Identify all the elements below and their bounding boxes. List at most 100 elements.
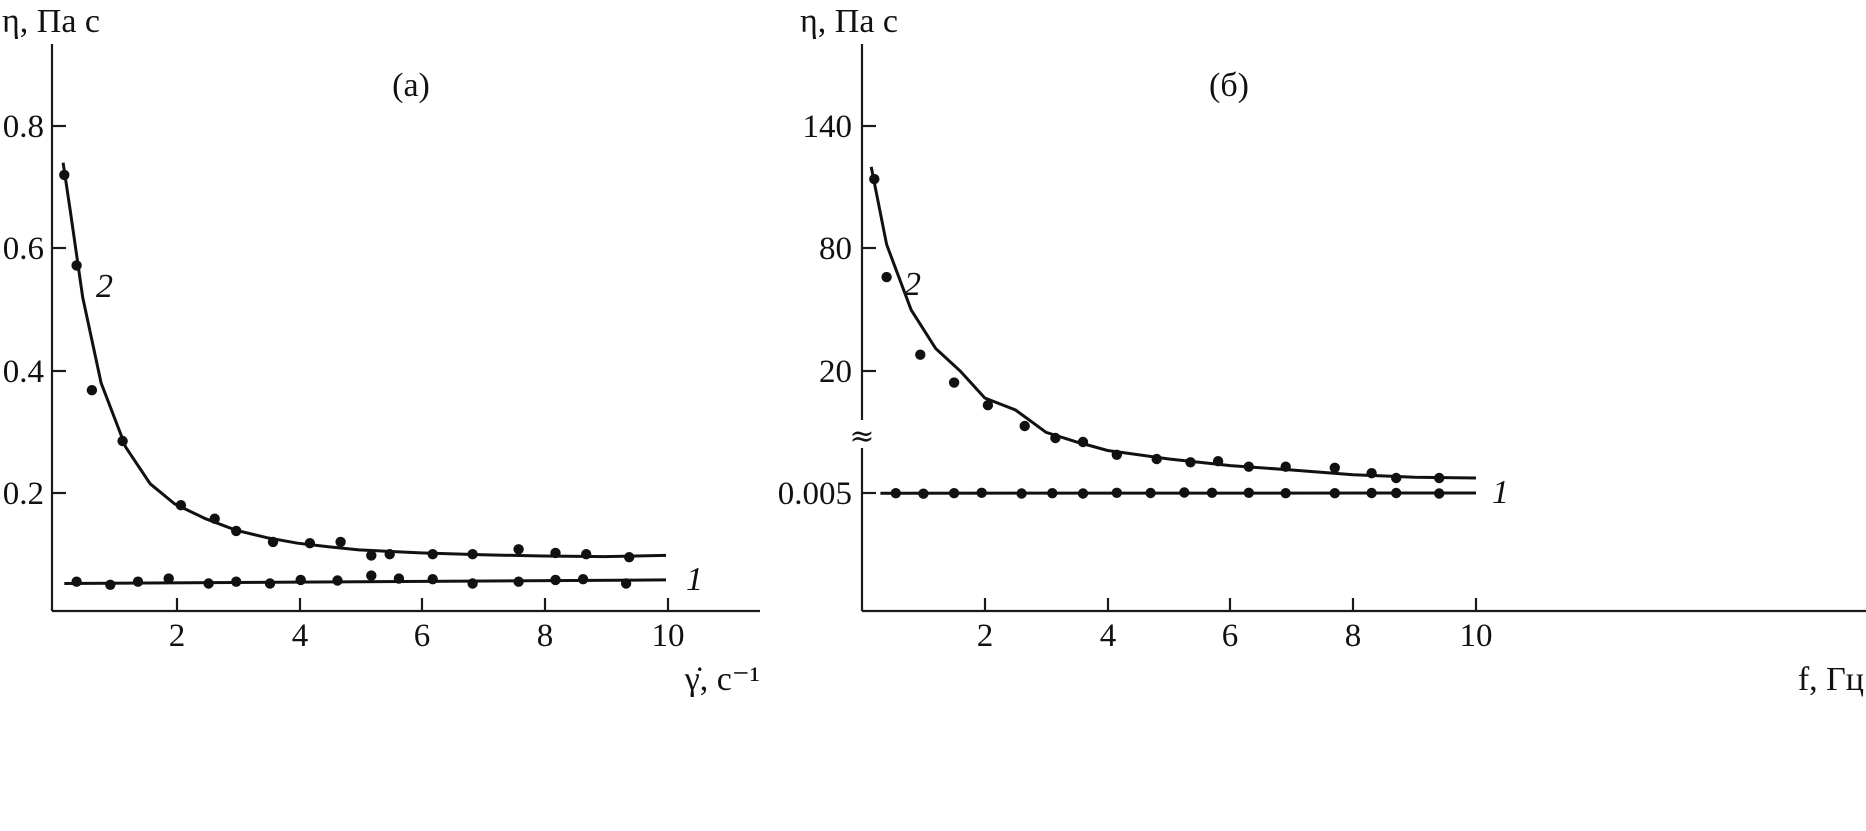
- panel-a-data-point-series-2: [384, 549, 395, 560]
- panel-a-data-point-series-1: [577, 574, 589, 585]
- panel-b-data-point-series-1: [1434, 488, 1445, 499]
- panel-a-data-point-series-2: [71, 260, 82, 271]
- panel-b-y-tick-label: 140: [803, 109, 853, 145]
- panel-a-data-point-series-2: [86, 385, 98, 396]
- panel-a-x-axis-title: γ̇, с⁻¹: [684, 661, 760, 698]
- panel-a-series-label-2: 2: [96, 268, 113, 305]
- panel-b-x-tick-label: 8: [1345, 618, 1362, 654]
- panel-b-data-point-series-2: [915, 349, 926, 360]
- panel-a-data-point-series-1: [427, 574, 438, 585]
- panel-a-plot-area: [59, 162, 667, 590]
- panel-a-data-point-series-2: [267, 536, 279, 548]
- panel-a-data-point-series-1: [71, 576, 82, 587]
- panel-a-data-point-series-1: [295, 574, 306, 586]
- panel-b-x-tick-label: 2: [977, 618, 994, 654]
- panel-b-x-tick-label: 10: [1460, 618, 1493, 654]
- panel-b-data-point-series-1: [1206, 487, 1218, 498]
- panel-a-data-point-series-1: [231, 576, 242, 587]
- panel-b-data-point-series-1: [1145, 487, 1156, 499]
- panel-a-data-point-series-2: [467, 549, 478, 560]
- panel-b-data-point-series-2: [1434, 472, 1445, 484]
- panel-a-y-axis-title: η, Па с: [2, 3, 100, 40]
- panel-b-x-tick-label: 4: [1100, 618, 1117, 654]
- panel-b-y-axis-title: η, Па с: [800, 3, 898, 40]
- panel-b-data-point-series-1: [1329, 488, 1341, 499]
- panel-b-data-point-series-1: [1391, 487, 1402, 499]
- panel-a-data-point-series-2: [366, 550, 377, 561]
- panel-b-plot-area: [869, 166, 1477, 499]
- panel-b-data-point-series-2: [1077, 436, 1089, 448]
- panel-b-y-tick-label: 20: [819, 354, 852, 390]
- panel-a-data-point-series-1: [332, 575, 343, 586]
- panel-b-data-point-series-2: [1151, 453, 1162, 465]
- panel-a-data-point-series-2: [427, 549, 438, 560]
- panel-a-x-tick-label: 10: [652, 618, 685, 654]
- panel-a-data-point-series-1: [132, 576, 144, 587]
- panel-b-data-point-series-2: [1212, 456, 1224, 467]
- panel-b-data-point-series-2: [1185, 457, 1196, 468]
- panel-a-data-point-series-2: [550, 547, 561, 559]
- panel-a-data-point-series-1: [513, 576, 524, 587]
- panel-b-data-point-series-2: [982, 400, 994, 411]
- panel-b-data-point-series-1: [1077, 488, 1089, 499]
- panel-a-data-point-series-1: [203, 578, 214, 589]
- panel-b-data-point-series-2: [948, 377, 960, 388]
- panel-a-y-tick-label: 0.8: [3, 109, 44, 145]
- panel-b-data-point-series-1: [948, 488, 960, 499]
- panel-a-data-point-series-2: [304, 538, 316, 549]
- panel-a-data-point-series-2: [624, 552, 635, 563]
- panel-b-fit-curve-2: [869, 166, 1477, 480]
- panel-a-data-point-series-1: [467, 578, 478, 589]
- panel-b-series-label-2: 2: [904, 266, 921, 303]
- panel-b-data-point-series-2: [1050, 432, 1061, 444]
- panel-b-data-point-series-2: [1111, 449, 1123, 460]
- panel-a-y-tick-label: 0.2: [3, 476, 44, 512]
- panel-a-x-tick-label: 4: [292, 618, 309, 654]
- panel-a-y-tick-label: 0.4: [3, 354, 44, 390]
- panel-b-data-point-series-2: [1366, 468, 1377, 479]
- panel-a-x-tick-label: 2: [169, 618, 186, 654]
- axis-break-icon: ≈: [849, 419, 874, 454]
- panel-a-label: (а): [392, 67, 430, 104]
- panel-a-data-point-series-2: [209, 513, 220, 524]
- panel-b-data-point-series-2: [1243, 461, 1255, 472]
- panel-b-data-point-series-1: [1280, 488, 1291, 499]
- panel-a-data-point-series-2: [335, 536, 346, 548]
- panel-a-data-point-series-1: [163, 573, 174, 584]
- panel-b-series-label-1: 1: [1492, 474, 1509, 511]
- panel-b-data-point-series-2: [1019, 420, 1030, 432]
- panel-b-data-point-series-1: [890, 488, 901, 499]
- panel-a-y-tick-label: 0.6: [3, 231, 44, 267]
- panel-a-fit-curve-2: [61, 162, 667, 559]
- panel-a-data-point-series-2: [231, 525, 242, 537]
- panel-b-data-point-series-2: [1329, 462, 1341, 473]
- panel-a-data-point-series-1: [550, 574, 561, 586]
- panel-a-data-point-series-1: [393, 573, 405, 584]
- panel-b-data-point-series-1: [976, 487, 987, 498]
- panel-b-label: (б): [1209, 67, 1249, 104]
- panel-b-y-tick-label: 0.005: [778, 476, 852, 512]
- panel-a-data-point-series-1: [366, 570, 377, 581]
- panel-a-data-point-series-2: [581, 549, 592, 560]
- panel-b-data-point-series-1: [1243, 487, 1255, 498]
- panel-a-data-point-series-2: [175, 500, 187, 511]
- panel-b-data-point-series-1: [1111, 487, 1123, 498]
- panel-b-data-point-series-2: [881, 271, 892, 283]
- panel-b-x-axis-title: f, Гц: [1798, 661, 1864, 698]
- panel-a-x-tick-label: 6: [414, 618, 431, 654]
- panel-a-data-point-series-2: [59, 169, 70, 181]
- panel-a-x-tick-label: 8: [537, 618, 554, 654]
- panel-b-data-point-series-1: [1366, 487, 1377, 499]
- panel-b-data-point-series-1: [1047, 488, 1058, 499]
- panel-a: 0.8 0.6 0.4 0.2 2 4 6 8 10 η, Па с γ̇, с…: [2, 3, 760, 698]
- panel-a-fit-curve-1: [64, 578, 667, 585]
- panel-a-data-point-series-2: [117, 435, 128, 447]
- panel-b-data-point-series-2: [1280, 461, 1291, 472]
- panel-a-series-label-1: 1: [686, 561, 703, 598]
- panel-a-data-point-series-1: [620, 578, 632, 589]
- panel-b-data-point-series-1: [1016, 488, 1027, 499]
- panel-a-data-point-series-1: [264, 578, 276, 589]
- panel-a-data-point-series-2: [513, 544, 524, 555]
- panel-b-data-point-series-2: [1391, 472, 1402, 484]
